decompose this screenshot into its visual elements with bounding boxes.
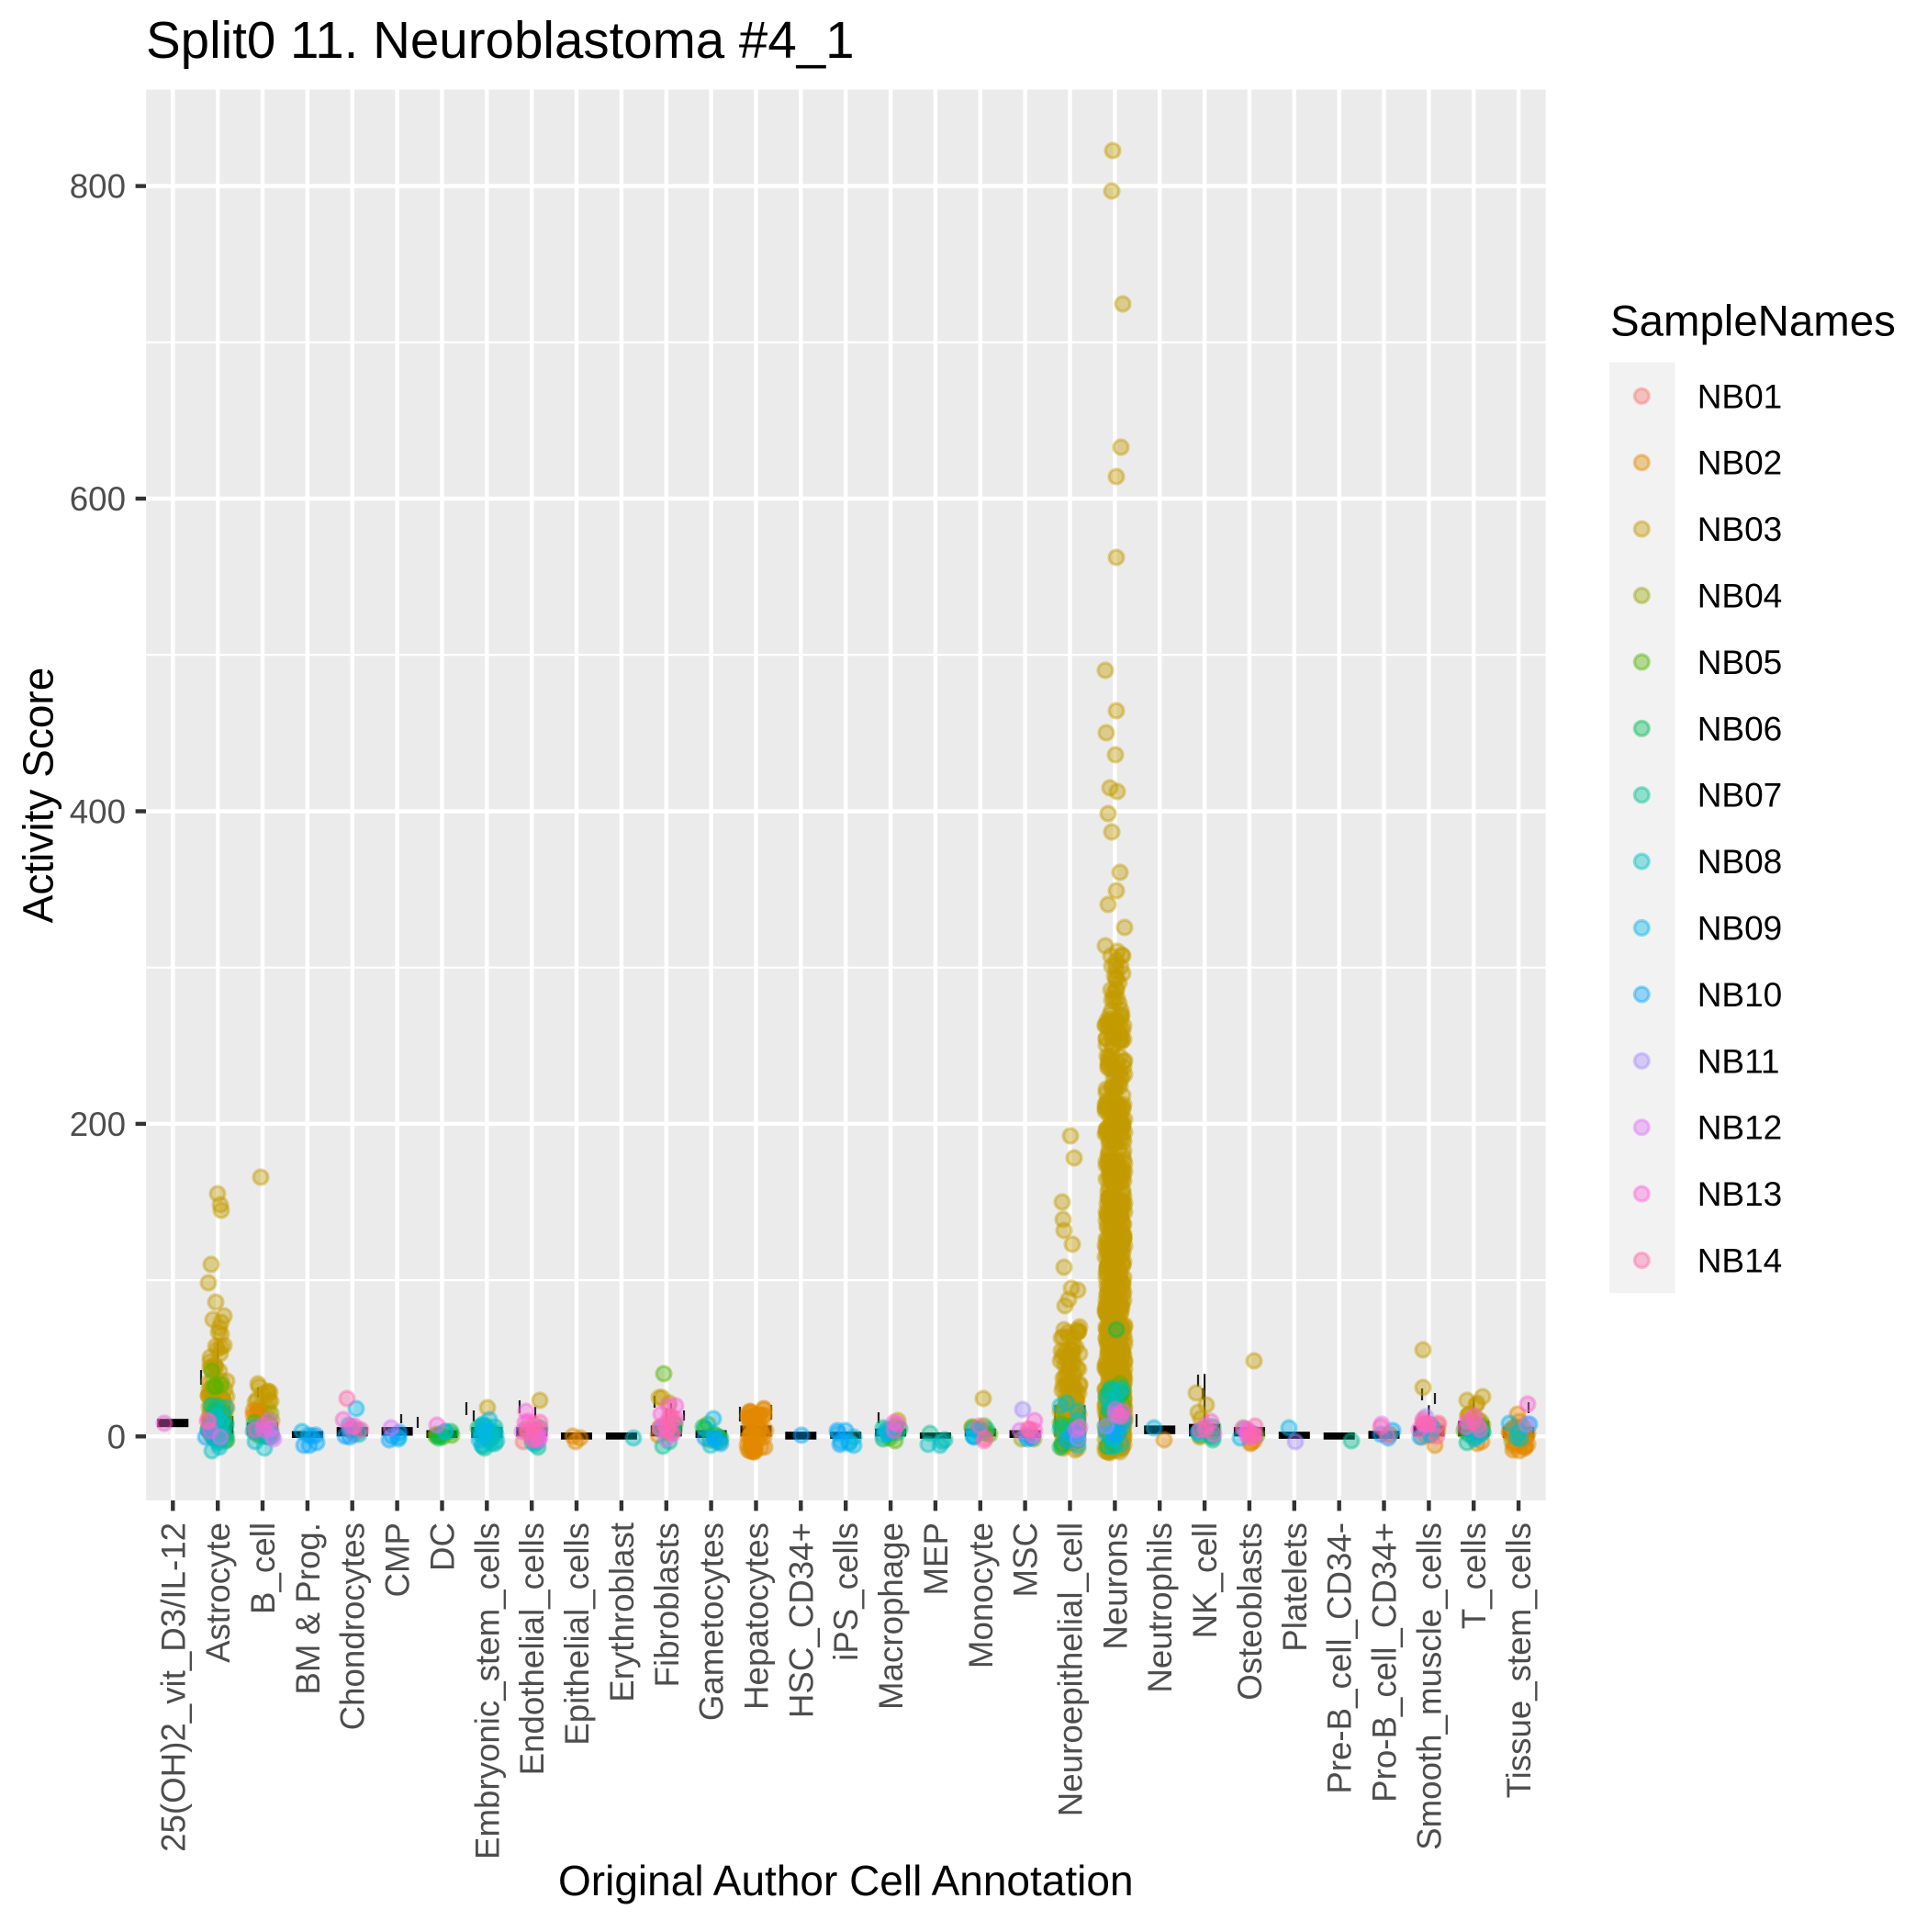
svg-text:Neurons: Neurons	[1096, 1522, 1134, 1650]
svg-text:Gametocytes: Gametocytes	[693, 1522, 731, 1721]
svg-text:NB07: NB07	[1697, 777, 1783, 814]
svg-text:0: 0	[107, 1418, 126, 1455]
svg-text:Tissue_stem_cells: Tissue_stem_cells	[1500, 1522, 1538, 1798]
svg-text:Macrophage: Macrophage	[872, 1522, 910, 1710]
svg-text:NB04: NB04	[1697, 578, 1783, 615]
svg-text:Hepatocytes: Hepatocytes	[738, 1522, 776, 1710]
svg-text:MSC: MSC	[1007, 1522, 1045, 1598]
svg-text:Pre-B_cell_CD34-: Pre-B_cell_CD34-	[1321, 1522, 1359, 1794]
svg-text:NB08: NB08	[1697, 843, 1783, 881]
svg-text:Neutrophils: Neutrophils	[1141, 1522, 1179, 1693]
svg-text:400: 400	[70, 793, 126, 831]
svg-text:Neuroepithelial_cell: Neuroepithelial_cell	[1052, 1522, 1090, 1816]
svg-text:NB13: NB13	[1697, 1175, 1783, 1213]
svg-text:Activity Score: Activity Score	[15, 668, 62, 924]
svg-text:Monocyte: Monocyte	[962, 1522, 1000, 1668]
svg-text:NB12: NB12	[1697, 1109, 1783, 1147]
svg-text:HSC_CD34+: HSC_CD34+	[782, 1522, 820, 1718]
svg-text:NB11: NB11	[1697, 1042, 1780, 1080]
svg-text:NB03: NB03	[1697, 511, 1783, 548]
svg-text:NB01: NB01	[1697, 377, 1783, 415]
svg-text:NK_cell: NK_cell	[1186, 1522, 1224, 1638]
svg-text:BM & Prog.: BM & Prog.	[289, 1522, 327, 1695]
svg-text:800: 800	[70, 168, 126, 206]
svg-text:NB10: NB10	[1697, 976, 1783, 1014]
svg-text:25(OH)2_vit_D3/IL-12: 25(OH)2_vit_D3/IL-12	[154, 1522, 192, 1852]
svg-text:B_cell: B_cell	[244, 1522, 282, 1614]
svg-text:600: 600	[70, 480, 126, 518]
svg-text:MEP: MEP	[917, 1522, 955, 1596]
svg-text:200: 200	[70, 1106, 126, 1143]
svg-text:NB02: NB02	[1697, 444, 1783, 482]
svg-text:NB14: NB14	[1697, 1242, 1783, 1280]
svg-text:iPS_cells: iPS_cells	[827, 1522, 865, 1661]
svg-text:NB06: NB06	[1697, 710, 1783, 747]
svg-text:Epithelial_cells: Epithelial_cells	[558, 1522, 596, 1746]
svg-text:Smooth_muscle_cells: Smooth_muscle_cells	[1410, 1522, 1448, 1850]
svg-text:Fibroblasts: Fibroblasts	[648, 1522, 686, 1687]
svg-text:DC: DC	[424, 1522, 462, 1571]
svg-text:NB05: NB05	[1697, 644, 1783, 681]
svg-text:Platelets: Platelets	[1276, 1522, 1314, 1652]
svg-text:Osteoblasts: Osteoblasts	[1231, 1522, 1269, 1701]
svg-text:SampleNames: SampleNames	[1610, 298, 1896, 346]
svg-text:Original Author Cell Annotatio: Original Author Cell Annotation	[558, 1857, 1134, 1904]
svg-text:CMP: CMP	[379, 1522, 417, 1598]
svg-text:Pro-B_cell_CD34+: Pro-B_cell_CD34+	[1366, 1522, 1404, 1803]
svg-text:Chondrocytes: Chondrocytes	[334, 1522, 372, 1730]
svg-text:Split0 11. Neuroblastoma #4_1: Split0 11. Neuroblastoma #4_1	[146, 11, 855, 69]
svg-text:Embryonic_stem_cells: Embryonic_stem_cells	[468, 1522, 506, 1859]
svg-text:Astrocyte: Astrocyte	[199, 1522, 237, 1663]
svg-text:Erythroblast: Erythroblast	[603, 1522, 641, 1702]
svg-text:Endothelial_cells: Endothelial_cells	[513, 1522, 551, 1775]
svg-text:NB09: NB09	[1697, 910, 1783, 948]
svg-text:T_cells: T_cells	[1455, 1522, 1493, 1629]
